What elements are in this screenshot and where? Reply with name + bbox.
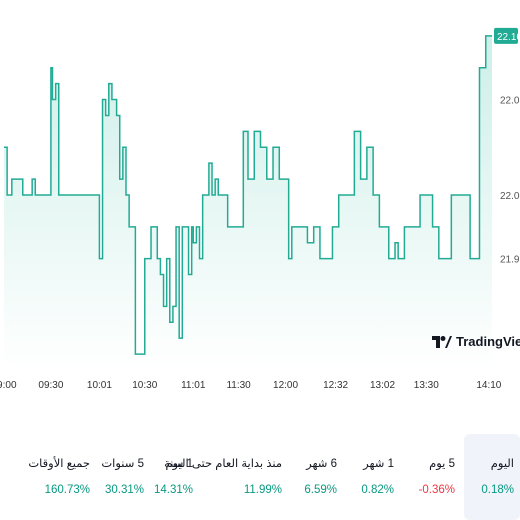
period-button-2[interactable]: 1 شهر 0.82% <box>350 434 400 520</box>
period-label: جميع الأوقات <box>28 458 90 470</box>
period-button-7[interactable]: جميع الأوقات 160.73% <box>28 434 96 520</box>
period-value: 0.18% <box>481 484 514 496</box>
x-tick-label: 11:01 <box>181 380 206 391</box>
x-tick-label: 09:30 <box>38 380 63 391</box>
period-label: 5 يوم <box>429 458 455 470</box>
price-chart-svg[interactable]: 22.06 22.00 21.96 22.10 09:00 09:30 10:01 10:30… <box>0 0 520 400</box>
period-label: منذ بداية العام حتى اليوم <box>165 458 282 470</box>
period-button-0[interactable]: اليوم 0.18% <box>464 434 520 520</box>
period-button-1[interactable]: 5 يوم -0.36% <box>405 434 461 520</box>
last-price-label: 22.10 <box>497 32 520 43</box>
x-tick-label: 12:32 <box>323 380 348 391</box>
x-tick-label: 09:00 <box>0 380 17 391</box>
period-label: 5 سنوات <box>101 458 144 470</box>
period-value: 11.99% <box>243 484 282 496</box>
x-tick-label: 12:00 <box>273 380 298 391</box>
x-tick-label: 14:10 <box>476 380 501 391</box>
period-value: 30.31% <box>104 484 144 496</box>
tradingview-logo-icon <box>432 335 452 348</box>
last-price-badge <box>494 27 518 44</box>
period-label: 1 شهر <box>363 458 394 470</box>
period-button-6[interactable]: 5 سنوات 30.31% <box>98 434 150 520</box>
period-value: 14.31% <box>153 484 193 496</box>
period-value: 0.82% <box>361 484 394 496</box>
y-tick-label: 21.96 <box>500 255 520 266</box>
period-label: اليوم <box>490 458 514 470</box>
x-tick-label: 10:01 <box>87 380 112 391</box>
tradingview-logo-text: TradingView <box>456 334 520 349</box>
price-chart[interactable]: 22.06 22.00 21.96 22.10 09:00 09:30 10:01 10:30… <box>0 0 520 400</box>
performance-periods: اليوم 0.18% 5 يوم -0.36% 1 شهر 0.82% 6 شهر 6.59… <box>0 434 520 520</box>
period-button-4[interactable]: منذ بداية العام حتى اليوم 11.99% <box>165 434 288 520</box>
period-value: -0.36% <box>418 484 455 496</box>
price-area-fill <box>4 35 492 371</box>
period-button-3[interactable]: 6 شهر 6.59% <box>293 434 343 520</box>
y-tick-label: 22.06 <box>500 96 520 107</box>
x-tick-label: 13:30 <box>414 380 439 391</box>
x-tick-label: 10:30 <box>132 380 157 391</box>
period-value: 6.59% <box>304 484 337 496</box>
x-tick-label: 13:02 <box>370 380 395 391</box>
tradingview-logo: TradingView <box>432 334 520 349</box>
price-line <box>4 35 492 355</box>
x-tick-label: 11:30 <box>226 380 251 391</box>
period-button-5[interactable]: 1 سنة 14.31% <box>147 434 199 520</box>
period-label: 1 سنة <box>164 458 193 470</box>
period-label: 6 شهر <box>306 458 337 470</box>
y-tick-label: 22.00 <box>500 191 520 202</box>
period-value: 160.73% <box>44 484 90 496</box>
